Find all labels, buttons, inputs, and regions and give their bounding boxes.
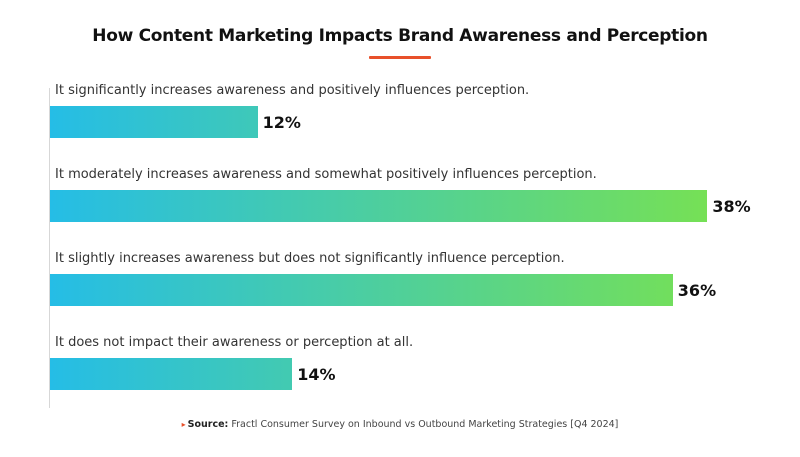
category-label: It moderately increases awareness and so… — [55, 167, 597, 182]
bar — [50, 190, 708, 222]
chart-title: How Content Marketing Impacts Brand Awar… — [92, 26, 708, 46]
title-underline — [369, 56, 431, 59]
bar-value-label: 12% — [262, 113, 301, 132]
source-note: ▸ Source: Fractl Consumer Survey on Inbou… — [0, 419, 800, 430]
bar-value-label: 14% — [297, 365, 336, 384]
category-label: It does not impact their awareness or pe… — [55, 335, 414, 350]
source-marker-icon: ▸ — [181, 420, 186, 429]
source-text: Fractl Consumer Survey on Inbound vs Out… — [231, 419, 619, 430]
bar — [50, 106, 258, 138]
bar — [50, 274, 673, 306]
bar-value-label: 38% — [712, 197, 751, 216]
category-label: It slightly increases awareness but does… — [55, 251, 565, 266]
bar — [50, 358, 293, 390]
bar-value-label: 36% — [677, 281, 717, 300]
category-label: It significantly increases awareness and… — [55, 83, 530, 98]
y-axis-line — [49, 88, 50, 408]
source-label: Source: — [187, 419, 229, 430]
